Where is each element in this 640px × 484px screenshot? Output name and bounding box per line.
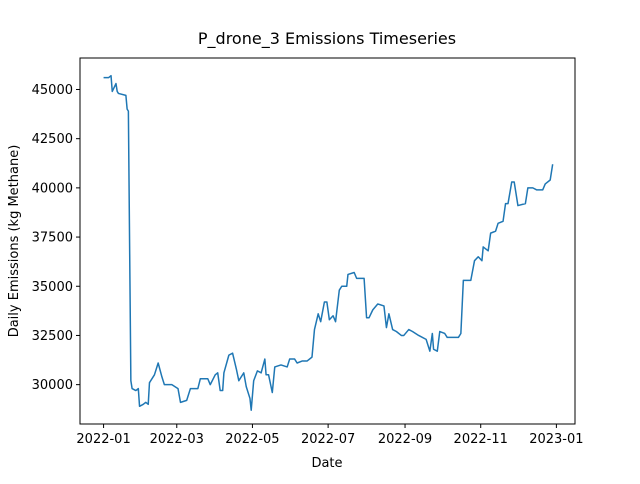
y-tick-label: 42500 <box>32 132 73 147</box>
y-tick-label: 40000 <box>32 181 73 196</box>
x-tick-label: 2022-05 <box>225 432 279 447</box>
plot-frame <box>79 57 576 425</box>
y-tick-label: 32500 <box>32 329 73 344</box>
x-tick-label: 2022-09 <box>378 432 432 447</box>
data-line <box>103 74 554 411</box>
x-tick-label: 2022-11 <box>454 432 508 447</box>
y-axis-label: Daily Emissions (kg Methane) <box>7 145 22 338</box>
y-tick-label: 35000 <box>32 280 73 295</box>
x-tick-label: 2022-01 <box>76 432 130 447</box>
y-tick-label: 37500 <box>32 231 73 246</box>
x-tick-label: 2022-07 <box>301 432 355 447</box>
y-tick-label: 30000 <box>32 378 73 393</box>
x-tick-label: 2022-03 <box>150 432 204 447</box>
y-tick-label: 45000 <box>32 83 73 98</box>
x-tick-label: 2023-01 <box>529 432 583 447</box>
x-axis-label: Date <box>311 456 342 471</box>
chart-title: P_drone_3 Emissions Timeseries <box>198 29 456 49</box>
